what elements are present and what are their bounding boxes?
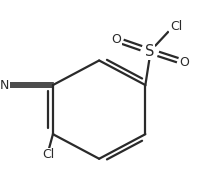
Text: Cl: Cl <box>170 20 182 33</box>
Text: N: N <box>0 79 9 91</box>
Text: Cl: Cl <box>43 149 55 161</box>
Text: O: O <box>112 33 122 46</box>
Text: O: O <box>179 56 189 69</box>
Text: S: S <box>145 43 154 59</box>
